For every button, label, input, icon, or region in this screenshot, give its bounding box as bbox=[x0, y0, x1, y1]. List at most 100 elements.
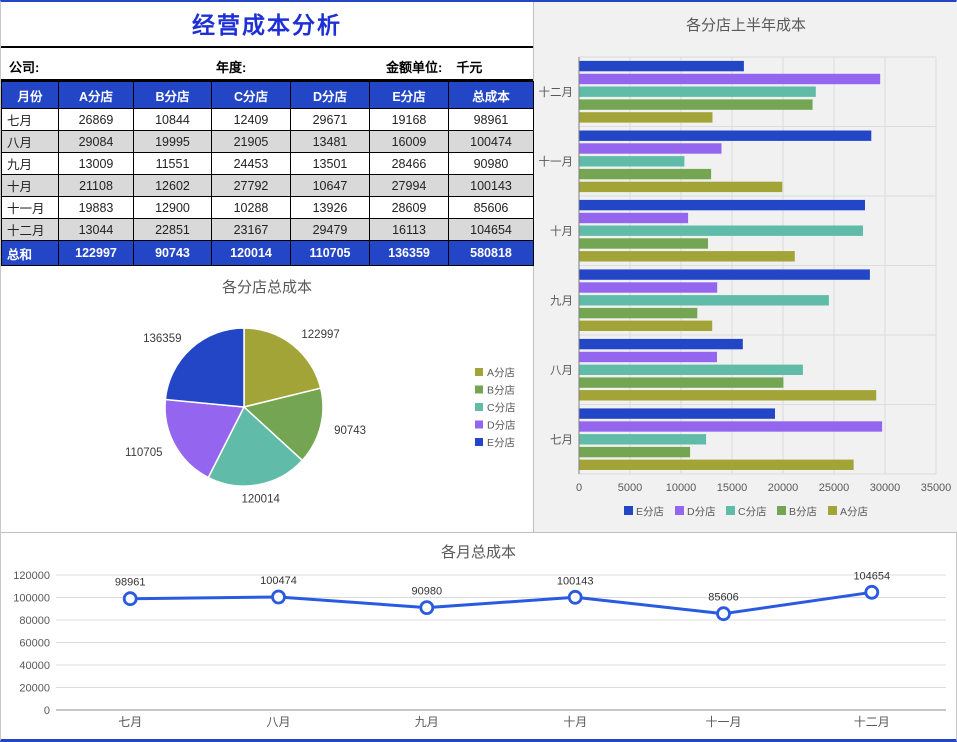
value-cell[interactable]: 10288 bbox=[211, 196, 291, 219]
year-label[interactable]: 年度: bbox=[216, 60, 247, 75]
value-cell[interactable]: 104654 bbox=[448, 218, 534, 241]
line-chart[interactable]: 0 20000 40000 60000 80000 100000 120000 98961 七月… bbox=[1, 561, 956, 739]
pie-chart[interactable]: 122997 90743 120014 110705 136359 A分店 B分店 C分店 D分… bbox=[1, 296, 533, 527]
legend-label[interactable]: B分店 bbox=[487, 384, 515, 397]
month-cell[interactable]: 十一月 bbox=[1, 196, 59, 219]
value-cell[interactable]: 90980 bbox=[448, 152, 534, 175]
bar-chart-area[interactable]: 各分店上半年成本 0 5000 10000 15000 20000 25000 30000 3… bbox=[534, 2, 957, 532]
value-cell[interactable]: 10844 bbox=[133, 108, 212, 131]
value-cell[interactable]: 12602 bbox=[133, 174, 212, 197]
month-cell[interactable]: 八月 bbox=[1, 130, 59, 153]
table-header-cell[interactable]: E分店 bbox=[369, 81, 449, 109]
value-cell[interactable]: 10647 bbox=[290, 174, 370, 197]
bar[interactable] bbox=[579, 168, 712, 180]
bar[interactable] bbox=[579, 421, 883, 432]
table-header-cell[interactable]: D分店 bbox=[290, 81, 370, 109]
value-cell[interactable]: 29479 bbox=[290, 218, 370, 241]
value-cell[interactable]: 13044 bbox=[58, 218, 134, 241]
month-cell[interactable]: 九月 bbox=[1, 152, 59, 175]
value-cell[interactable]: 21905 bbox=[211, 130, 291, 153]
total-cell[interactable]: 总和 bbox=[1, 240, 59, 266]
bar[interactable] bbox=[579, 156, 685, 167]
value-cell[interactable]: 98961 bbox=[448, 108, 534, 131]
line-chart-area[interactable]: 各月总成本 0 20000 40000 60000 80000 100000 120000 9… bbox=[1, 532, 956, 739]
value-cell[interactable]: 12409 bbox=[211, 108, 291, 131]
value-cell[interactable]: 16113 bbox=[369, 218, 449, 241]
bar[interactable] bbox=[579, 434, 707, 445]
line-marker[interactable] bbox=[567, 589, 583, 605]
value-cell[interactable]: 19995 bbox=[133, 130, 212, 153]
bar[interactable] bbox=[579, 73, 881, 85]
value-cell[interactable]: 12900 bbox=[133, 196, 212, 219]
bar[interactable] bbox=[579, 295, 829, 306]
value-cell[interactable]: 19883 bbox=[58, 196, 134, 219]
value-cell[interactable]: 26869 bbox=[58, 108, 134, 131]
line-marker[interactable] bbox=[716, 606, 731, 622]
total-cell[interactable]: 122997 bbox=[58, 240, 134, 266]
legend-label[interactable]: B分店 bbox=[789, 505, 817, 518]
pie-slice[interactable] bbox=[243, 327, 322, 408]
total-cell[interactable]: 120014 bbox=[211, 240, 291, 266]
bar[interactable] bbox=[579, 307, 698, 319]
bar[interactable] bbox=[579, 86, 816, 97]
value-cell[interactable]: 29084 bbox=[58, 130, 134, 153]
bar[interactable] bbox=[579, 99, 813, 110]
legend-label[interactable]: C分店 bbox=[738, 505, 767, 518]
line-marker[interactable] bbox=[122, 591, 138, 607]
bar[interactable] bbox=[579, 238, 709, 249]
bar[interactable] bbox=[579, 212, 689, 224]
value-cell[interactable]: 85606 bbox=[448, 196, 534, 219]
line-marker[interactable] bbox=[419, 600, 435, 615]
value-cell[interactable]: 24453 bbox=[211, 152, 291, 175]
value-cell[interactable]: 100143 bbox=[448, 174, 534, 197]
legend-label[interactable]: A分店 bbox=[487, 366, 515, 379]
line-marker[interactable] bbox=[271, 589, 286, 605]
value-cell[interactable]: 16009 bbox=[369, 130, 449, 153]
table-header-cell[interactable]: C分店 bbox=[211, 81, 291, 109]
total-cell[interactable]: 136359 bbox=[369, 240, 449, 266]
bar[interactable] bbox=[579, 269, 870, 280]
bar[interactable] bbox=[579, 446, 691, 458]
legend-label[interactable]: E分店 bbox=[636, 505, 664, 518]
table-header-cell[interactable]: A分店 bbox=[58, 81, 134, 109]
legend-label[interactable]: A分店 bbox=[840, 505, 868, 518]
pie-slice[interactable] bbox=[207, 405, 304, 487]
value-cell[interactable]: 28609 bbox=[369, 196, 449, 219]
legend-label[interactable]: E分店 bbox=[487, 436, 515, 449]
bar[interactable] bbox=[579, 130, 872, 141]
value-cell[interactable]: 13501 bbox=[290, 152, 370, 175]
total-cell[interactable]: 580818 bbox=[448, 240, 534, 266]
value-cell[interactable]: 27792 bbox=[211, 174, 291, 197]
value-cell[interactable]: 21108 bbox=[58, 174, 134, 197]
month-cell[interactable]: 十二月 bbox=[1, 218, 59, 241]
pie-slice[interactable] bbox=[242, 387, 324, 462]
bar[interactable] bbox=[579, 351, 718, 363]
table-header-cell[interactable]: 月份 bbox=[1, 81, 59, 109]
bar[interactable] bbox=[579, 225, 864, 236]
bar[interactable] bbox=[579, 377, 784, 388]
total-cell[interactable]: 90743 bbox=[133, 240, 212, 266]
bar[interactable] bbox=[579, 112, 713, 123]
bar[interactable] bbox=[579, 338, 743, 350]
table-header-cell[interactable]: B分店 bbox=[133, 81, 212, 109]
bar[interactable] bbox=[579, 282, 718, 293]
bar[interactable] bbox=[579, 408, 776, 419]
bar[interactable] bbox=[579, 199, 866, 211]
bar[interactable] bbox=[579, 364, 803, 375]
company-label[interactable]: 公司: bbox=[9, 60, 40, 75]
value-cell[interactable]: 11551 bbox=[133, 152, 212, 175]
total-cell[interactable]: 110705 bbox=[290, 240, 370, 266]
unit-value[interactable]: 千元 bbox=[456, 60, 483, 75]
value-cell[interactable]: 27994 bbox=[369, 174, 449, 197]
bar[interactable] bbox=[579, 251, 795, 262]
legend-label[interactable]: D分店 bbox=[687, 505, 716, 518]
line-path[interactable] bbox=[128, 590, 874, 616]
bar[interactable] bbox=[579, 459, 854, 470]
bar[interactable] bbox=[579, 181, 783, 193]
pie-slice[interactable] bbox=[164, 327, 245, 408]
value-cell[interactable]: 29671 bbox=[290, 108, 370, 131]
value-cell[interactable]: 22851 bbox=[133, 218, 212, 241]
month-cell[interactable]: 七月 bbox=[1, 108, 59, 131]
table-header-cell[interactable]: 总成本 bbox=[448, 81, 534, 109]
month-cell[interactable]: 十月 bbox=[1, 174, 59, 197]
